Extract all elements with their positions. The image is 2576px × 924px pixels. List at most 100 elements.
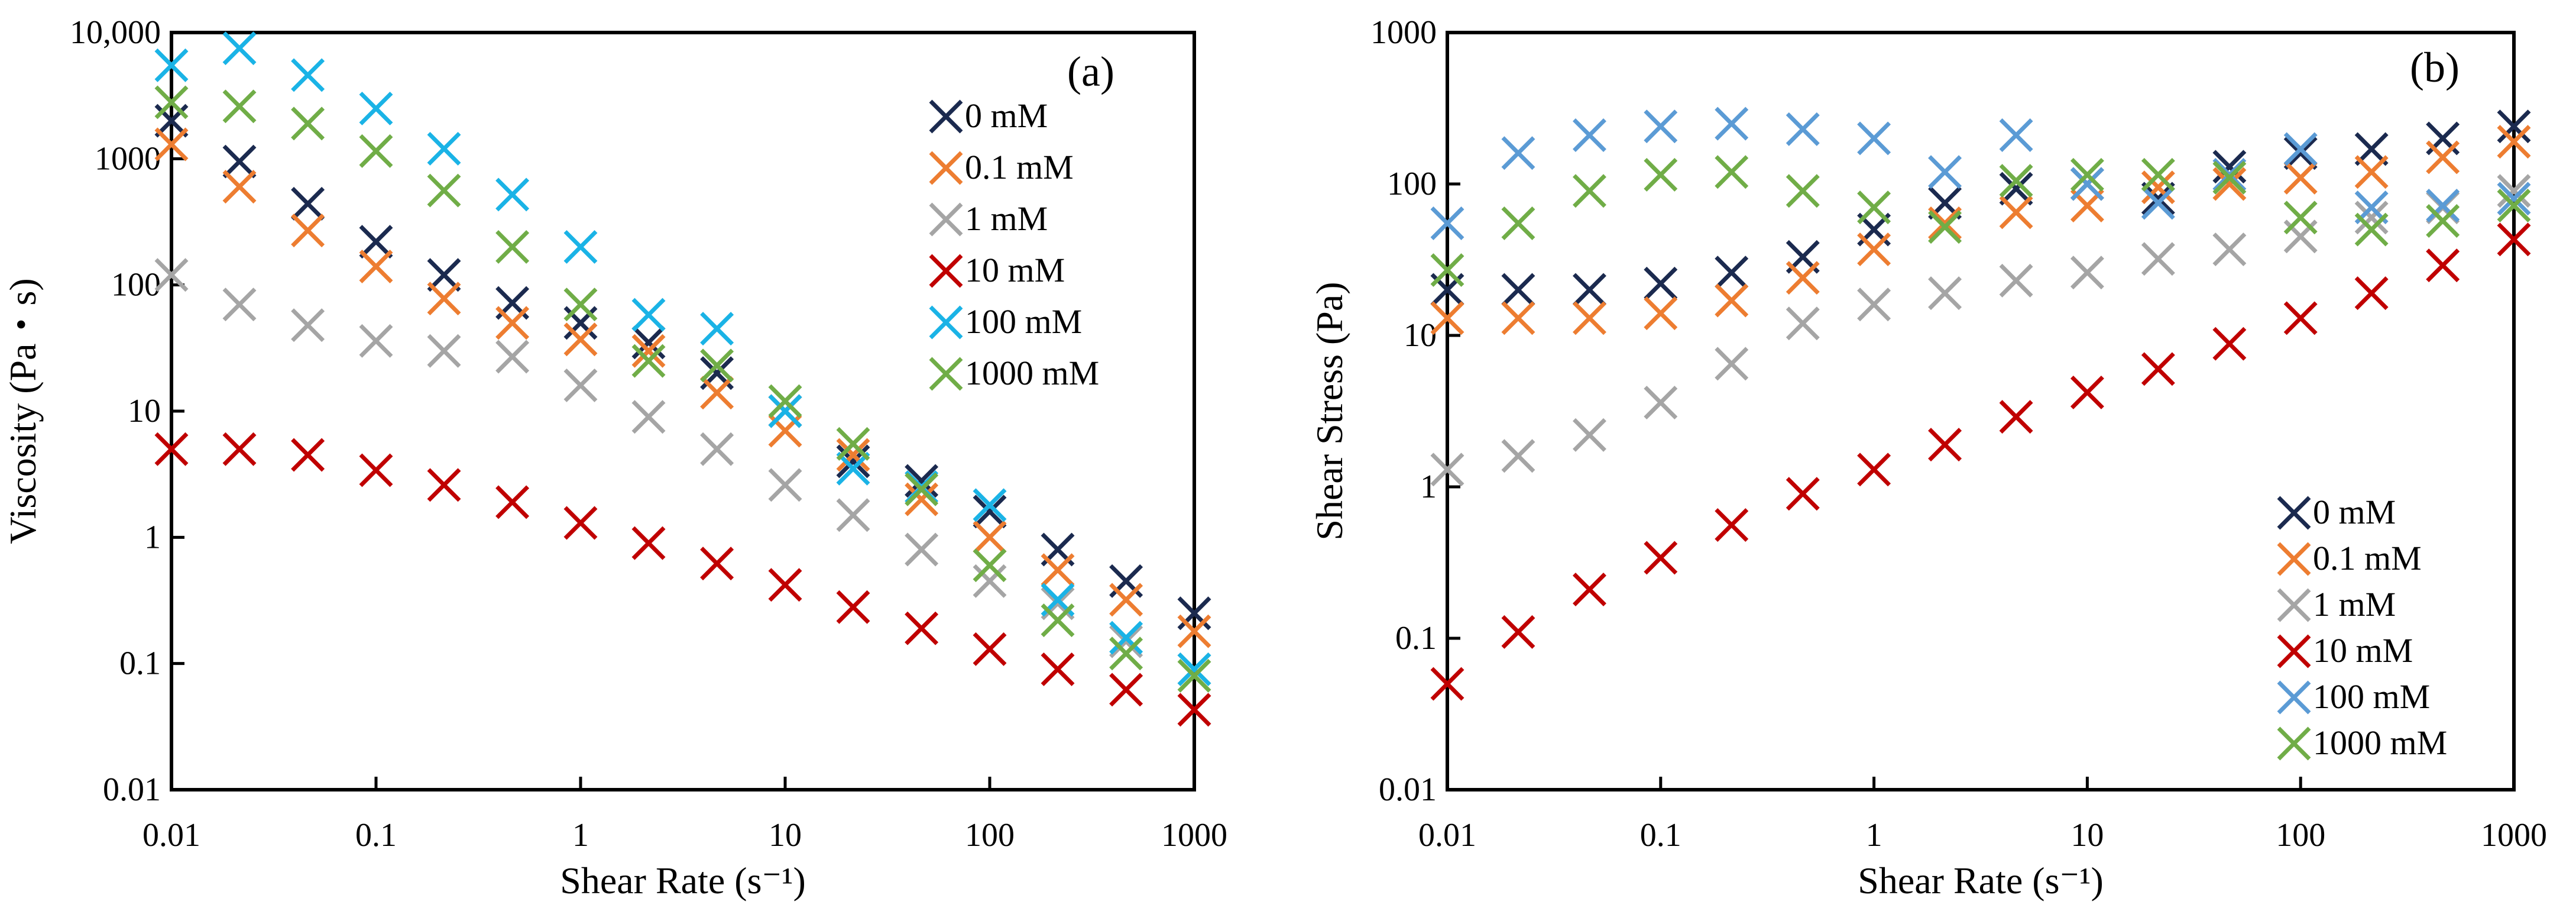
data-point-marker	[836, 498, 870, 532]
y-axis-title: Shear Stress (Pa)	[1308, 282, 1350, 540]
data-point-marker	[1715, 508, 1749, 542]
y-tick-label: 10	[128, 393, 161, 429]
x-tick-label: 1000	[2481, 817, 2547, 854]
y-tick-label: 1000	[95, 140, 161, 177]
data-point-marker	[2497, 222, 2531, 257]
legend: 0 mM 0.1 mM 1 mM 10 mM 100 mM 1000 mM	[929, 96, 1099, 392]
data-point-marker	[2283, 132, 2318, 166]
data-point-marker	[1999, 118, 2033, 152]
series-0_1-mM	[154, 127, 1211, 648]
data-point-marker	[1177, 614, 1211, 648]
data-point-marker	[495, 177, 530, 212]
data-point-marker	[2141, 242, 2175, 276]
data-point-marker	[631, 526, 666, 560]
data-point-marker	[631, 400, 666, 434]
data-point-marker	[700, 348, 734, 383]
data-point-marker	[291, 58, 325, 92]
data-point-marker	[1041, 652, 1075, 686]
data-point-marker	[1430, 301, 1464, 335]
data-point-marker	[631, 344, 666, 378]
legend-label: 1000 mM	[965, 354, 1099, 392]
data-point-marker	[2212, 232, 2247, 267]
data-point-marker	[905, 532, 939, 567]
data-point-marker	[1573, 273, 1606, 307]
data-point-marker	[1430, 453, 1464, 487]
data-point-marker	[1501, 206, 1535, 240]
data-point-marker	[359, 91, 393, 125]
data-point-marker	[1715, 256, 1749, 290]
data-point-marker	[1999, 400, 2033, 434]
data-point-marker	[1999, 195, 2033, 230]
data-point-marker	[1999, 164, 2033, 198]
y-axis-title: Viscosity (Pa・s)	[2, 278, 44, 544]
data-point-marker	[700, 432, 734, 466]
data-point-marker	[1857, 232, 1891, 267]
data-point-marker	[222, 170, 257, 204]
series-10-mM	[154, 432, 1211, 727]
data-point-marker	[154, 85, 189, 119]
data-point-marker	[495, 230, 530, 264]
data-point-marker	[2212, 327, 2247, 361]
data-point-marker	[563, 287, 598, 322]
data-point-marker	[2212, 160, 2247, 195]
data-point-marker	[700, 547, 734, 581]
data-point-marker	[2070, 256, 2104, 290]
x-tick-label: 100	[965, 817, 1015, 854]
data-point-marker	[291, 308, 325, 343]
data-point-marker	[359, 453, 393, 487]
data-point-marker	[563, 506, 598, 540]
data-point-marker	[1573, 573, 1606, 606]
data-point-marker	[291, 186, 325, 221]
legend-marker	[2277, 542, 2311, 576]
data-point-marker	[1999, 172, 2033, 206]
legend-label: 0 mM	[2313, 493, 2396, 531]
legend-label: 1000 mM	[2313, 723, 2447, 762]
data-point-marker	[1573, 301, 1606, 335]
plot-frame	[170, 31, 1196, 791]
data-point-marker	[2426, 140, 2460, 175]
legend-label: 1 mM	[965, 199, 1048, 238]
data-point-marker	[2212, 150, 2247, 184]
data-point-marker	[427, 131, 461, 166]
legend-marker	[2277, 680, 2311, 715]
y-tick-label: 1	[144, 519, 161, 555]
data-point-marker	[2426, 204, 2460, 238]
legend-label: 10 mM	[2313, 631, 2413, 670]
y-tick-label: 0.1	[119, 645, 161, 682]
legend-label: 10 mM	[965, 251, 1065, 289]
data-point-marker	[222, 31, 257, 66]
legend-marker	[929, 202, 963, 237]
data-point-marker	[768, 394, 802, 428]
series-0-mM	[154, 104, 1211, 631]
data-point-marker	[2283, 201, 2318, 235]
y-tick-label: 1	[1420, 469, 1437, 505]
data-point-marker	[2141, 170, 2175, 205]
data-point-marker	[768, 568, 802, 602]
data-point-marker	[1109, 637, 1143, 671]
legend-marker	[929, 254, 963, 288]
data-point-marker	[973, 632, 1007, 666]
x-tick-label: 1	[1866, 817, 1882, 854]
x-tick-label: 0.1	[1640, 817, 1681, 854]
legend-label: 0 mM	[965, 96, 1048, 135]
data-point-marker	[1501, 439, 1535, 473]
panel-b-shear-stress-chart: 0.01 0.1 1 10 100 1000 0.01 0.1 1 10 100 1000 Shear …	[1308, 14, 2547, 902]
data-point-marker	[768, 468, 802, 502]
y-tick-label: 1000	[1370, 14, 1437, 51]
data-point-marker	[1786, 261, 1820, 295]
y-tick-label: 0.01	[1379, 771, 1437, 808]
data-point-marker	[427, 173, 461, 208]
data-point-marker	[2141, 182, 2175, 216]
x-axis-title: Shear Rate (s⁻¹)	[560, 860, 806, 902]
data-point-marker	[973, 520, 1007, 554]
data-point-marker	[2141, 352, 2175, 386]
legend-marker	[929, 357, 963, 391]
x-tick-label: 10	[2070, 817, 2104, 854]
data-point-marker	[2283, 160, 2318, 195]
legend-marker	[929, 151, 963, 185]
y-tick-label: 0.01	[103, 771, 161, 808]
y-tick-label: 100	[111, 267, 161, 303]
data-point-marker	[2354, 201, 2389, 235]
data-point-marker	[1857, 121, 1891, 156]
data-point-marker	[1430, 667, 1464, 701]
